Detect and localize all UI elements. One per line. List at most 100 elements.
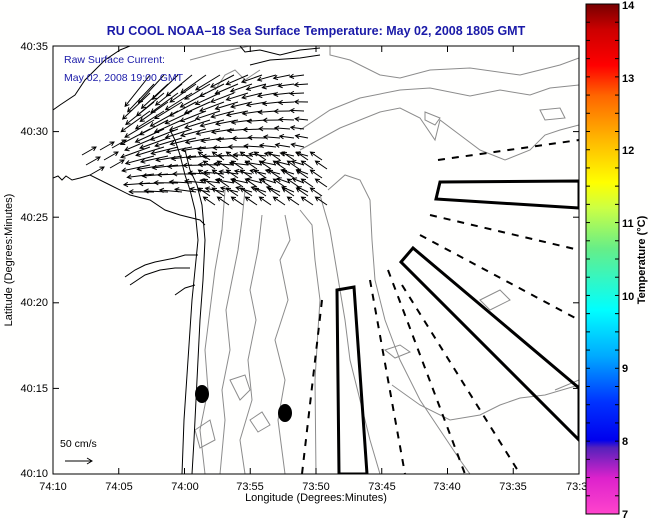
current-vector-arrow <box>286 178 300 188</box>
current-vector-arrow <box>201 153 225 160</box>
current-vector-arrow <box>239 187 253 197</box>
current-vectors <box>81 73 328 206</box>
axis-ticks <box>52 45 580 475</box>
current-vector-arrow <box>202 196 216 206</box>
current-annotation-line1: Raw Surface Current: <box>64 54 165 66</box>
colorbar-tick-label: 12 <box>622 145 634 157</box>
current-vector-arrow <box>273 125 291 131</box>
current-vector-arrow <box>126 173 155 180</box>
current-vector-arrow <box>124 137 155 152</box>
current-vector-arrow <box>209 92 235 104</box>
current-vector-arrow <box>195 128 221 136</box>
current-vector-arrow <box>272 178 286 188</box>
current-vector-arrow <box>239 151 253 161</box>
current-vector-arrow <box>210 110 235 119</box>
current-vector-arrow <box>183 101 211 115</box>
survey-box-south <box>335 285 369 474</box>
current-vector-arrow <box>164 110 193 125</box>
scale-arrow <box>65 457 93 465</box>
current-vector-arrow <box>136 164 165 172</box>
current-vector-arrow <box>291 177 305 184</box>
current-vector-arrow <box>281 151 295 161</box>
current-vector-arrow <box>267 169 281 179</box>
current-vector-arrow <box>149 110 179 127</box>
current-vector-arrow <box>154 83 183 106</box>
current-vector-arrow <box>120 110 151 133</box>
x-tick-label: 74:05 <box>105 481 133 493</box>
current-vector-arrow <box>295 187 309 197</box>
current-vector-arrow <box>294 116 309 122</box>
colorbar-tick-label: 10 <box>622 291 634 303</box>
current-vector-arrow <box>139 101 169 123</box>
current-vector-arrow <box>135 146 165 157</box>
current-vector-arrow <box>286 160 300 170</box>
current-vector-arrow <box>140 83 169 110</box>
current-vector-arrow <box>89 166 105 176</box>
y-tick-label: 40:25 <box>20 212 48 224</box>
current-vector-arrow <box>184 119 211 130</box>
x-axis-label: Longitude (Degrees:Minutes) <box>245 492 387 504</box>
current-vector-arrow <box>99 141 115 151</box>
current-vector-arrow <box>179 128 207 138</box>
current-vector-arrow <box>169 137 197 146</box>
current-vector-arrow <box>216 196 230 206</box>
current-vector-arrow <box>151 164 179 171</box>
y-tick-label: 40:20 <box>20 297 48 309</box>
current-vector-arrow <box>179 110 207 123</box>
scale-label: 50 cm/s <box>60 438 97 450</box>
current-vector-arrow <box>218 169 239 175</box>
current-vector-arrow <box>194 92 221 106</box>
current-vector-arrow <box>197 169 211 179</box>
current-vector-arrow <box>300 196 314 206</box>
current-vector-arrow <box>139 155 169 164</box>
current-vector-arrow <box>150 146 179 156</box>
station-marker-2 <box>278 404 292 422</box>
current-vector-arrow <box>309 187 323 197</box>
current-vector-arrow <box>276 177 291 184</box>
current-vector-arrow <box>295 151 309 161</box>
x-tick-label: 73:45 <box>368 481 396 493</box>
x-tick-label: 73:3 <box>566 481 587 493</box>
current-vector-arrow <box>240 74 263 84</box>
current-vector-arrow <box>164 92 193 111</box>
x-tick-label: 73:35 <box>499 481 527 493</box>
current-vector-arrow <box>210 74 235 88</box>
current-vector-arrow <box>241 110 263 116</box>
current-vector-arrow <box>197 187 211 197</box>
dashed-transects <box>301 139 579 474</box>
current-vector-arrow <box>235 185 253 193</box>
current-vector-arrow <box>295 169 309 179</box>
current-vector-arrow <box>293 82 309 88</box>
current-vector-arrow <box>216 178 230 188</box>
current-vector-arrow <box>288 73 305 79</box>
current-vector-arrow <box>278 133 295 140</box>
current-vector-arrow <box>194 110 221 121</box>
colorbar-label: Temperature (°C) <box>636 215 648 304</box>
current-vector-arrow <box>139 137 169 150</box>
colorbar-tick-label: 7 <box>622 509 628 519</box>
current-vector-arrow <box>153 180 179 186</box>
survey-box-southeast <box>398 245 579 443</box>
current-vector-arrow <box>211 169 225 179</box>
current-vector-arrow <box>262 134 281 140</box>
current-vector-arrow <box>272 74 291 81</box>
current-vector-arrow <box>281 187 295 197</box>
x-tick-label: 74:10 <box>39 481 67 493</box>
current-vector-arrow <box>258 196 272 206</box>
current-vector-arrow <box>225 74 249 86</box>
current-vector-arrow <box>314 160 328 170</box>
current-vector-arrow <box>154 137 183 148</box>
current-vector-arrow <box>309 169 323 179</box>
current-vector-arrow <box>169 83 197 103</box>
current-vector-arrow <box>258 160 272 170</box>
colorbar-tick-label: 8 <box>622 436 628 448</box>
current-vector-arrow <box>256 92 277 99</box>
current-vector-arrow <box>81 146 97 156</box>
current-vector-arrow <box>103 151 119 161</box>
current-vector-arrow <box>153 119 183 134</box>
current-vector-arrow <box>247 135 267 141</box>
current-vector-arrow <box>124 119 155 138</box>
current-vector-arrow <box>244 196 258 206</box>
current-vector-arrow <box>155 155 183 163</box>
